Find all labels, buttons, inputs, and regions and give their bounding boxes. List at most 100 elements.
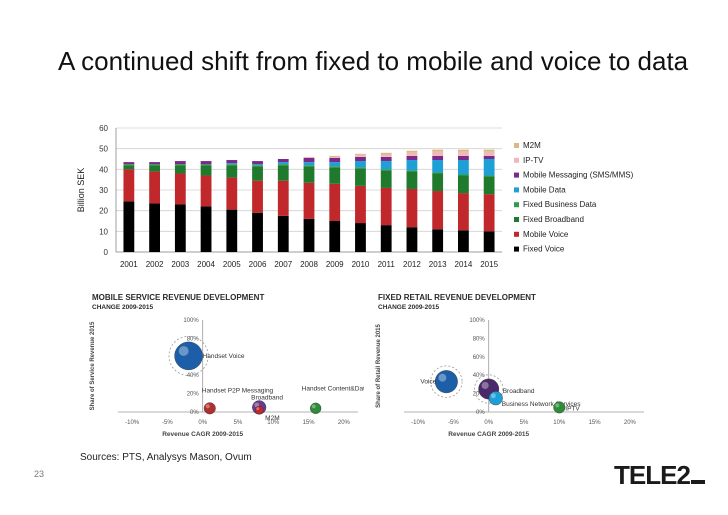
bar-segment bbox=[329, 162, 341, 167]
bar-segment bbox=[226, 165, 238, 178]
x-tick-label: -5% bbox=[162, 420, 173, 426]
legend-entry: M2M bbox=[523, 141, 541, 150]
bubble-chart-title: MOBILE SERVICE REVENUE DEVELOPMENT bbox=[92, 293, 264, 302]
bar-segment bbox=[483, 175, 495, 177]
bar-segment bbox=[432, 155, 444, 161]
x-tick-label: 2003 bbox=[171, 260, 189, 269]
bar-segment bbox=[432, 191, 444, 230]
bar-segment bbox=[329, 157, 341, 163]
bar-segment bbox=[303, 157, 315, 163]
bar-segment bbox=[149, 203, 161, 252]
bar-segment bbox=[303, 218, 315, 252]
bar-segment bbox=[380, 169, 392, 171]
bar-segment bbox=[355, 185, 366, 224]
bar-segment bbox=[457, 193, 469, 231]
bar-segment bbox=[457, 174, 469, 176]
legend-entry: Mobile Messaging (SMS/MMS) bbox=[523, 171, 634, 180]
bar-segment bbox=[123, 169, 135, 202]
x-tick-label: -5% bbox=[448, 420, 459, 426]
x-tick-label: 20% bbox=[624, 420, 637, 426]
x-tick-label: 0% bbox=[484, 420, 493, 426]
legend-swatch bbox=[514, 231, 519, 237]
y-tick-label: 30 bbox=[99, 186, 108, 195]
bar-segment bbox=[355, 168, 366, 186]
bar-segment bbox=[226, 209, 238, 252]
y-tick-label: 100% bbox=[469, 318, 485, 324]
bar-segment bbox=[123, 164, 135, 166]
legend-swatch bbox=[514, 217, 519, 222]
bubble-label: IPTV bbox=[565, 405, 580, 412]
x-tick-label: 2010 bbox=[352, 260, 370, 269]
bar-segment bbox=[406, 171, 418, 189]
bar-segment bbox=[483, 151, 495, 156]
bar-segment bbox=[355, 161, 366, 168]
bubble-highlight bbox=[481, 381, 489, 389]
bar-segment bbox=[329, 183, 341, 221]
bubble bbox=[553, 401, 566, 414]
bar-segment bbox=[457, 175, 469, 194]
bar-segment bbox=[200, 164, 212, 166]
bubble-label: Voice bbox=[420, 379, 436, 386]
legend-entry: Fixed Voice bbox=[523, 245, 565, 254]
bubble-highlight bbox=[311, 404, 316, 409]
bar-segment bbox=[226, 177, 238, 210]
bar-segment bbox=[380, 225, 392, 252]
bar-segment bbox=[174, 161, 186, 165]
bar-segment bbox=[149, 171, 161, 204]
x-tick-label: 5% bbox=[234, 420, 243, 426]
x-tick-label: 2011 bbox=[378, 260, 396, 269]
x-tick-label: 5% bbox=[520, 420, 529, 426]
x-tick-label: 15% bbox=[303, 420, 316, 426]
x-tick-label: 10% bbox=[553, 420, 566, 426]
x-tick-label: -10% bbox=[125, 420, 140, 426]
legend-swatch bbox=[514, 246, 519, 252]
y-tick-label: 20% bbox=[473, 392, 486, 398]
bar-segment bbox=[355, 156, 366, 162]
bubble bbox=[310, 402, 322, 414]
bar-segment bbox=[406, 188, 418, 228]
bar-segment bbox=[406, 152, 418, 156]
legend-entry: Fixed Business Data bbox=[523, 200, 597, 209]
bar-segment bbox=[432, 149, 444, 152]
bar-segment bbox=[380, 161, 392, 170]
bar-segment bbox=[252, 164, 263, 166]
bar-segment bbox=[303, 166, 315, 183]
bar-segment bbox=[226, 163, 238, 165]
bar-segment bbox=[277, 180, 289, 216]
y-axis-label: Share of Retail Revenue 2015 bbox=[376, 323, 382, 407]
x-tick-label: 0% bbox=[198, 420, 207, 426]
bar-segment bbox=[355, 154, 366, 157]
bubble-label: Handset Content&Data bbox=[302, 385, 364, 392]
x-tick-label: 10% bbox=[267, 420, 280, 426]
bubble bbox=[254, 405, 264, 415]
y-tick-label: 60 bbox=[99, 124, 108, 133]
stacked-revenue-chart: 0 10 20 30 40 50 60 Billion SEK 2001 2002 2003 2004… bbox=[76, 124, 634, 269]
x-tick-label: -10% bbox=[411, 420, 426, 426]
bar-segment bbox=[406, 150, 418, 153]
bar-segment bbox=[303, 165, 315, 167]
bar-segment bbox=[329, 221, 341, 252]
bar-segment bbox=[380, 154, 392, 157]
bubble-highlight bbox=[178, 346, 189, 356]
bubble-label: Business Network Services bbox=[502, 401, 581, 408]
y-tick-label: 20% bbox=[187, 392, 200, 398]
x-tick-label: 2008 bbox=[300, 260, 318, 269]
y-tick-label: 20 bbox=[99, 207, 108, 216]
bar-segment bbox=[174, 165, 186, 174]
y-tick-label: 100% bbox=[183, 318, 199, 324]
y-tick-label: 40% bbox=[187, 373, 200, 379]
y-axis-label: Billion SEK bbox=[76, 168, 86, 213]
bar-segment bbox=[329, 156, 341, 158]
bubble-highlight bbox=[205, 404, 210, 409]
bar-segment bbox=[226, 160, 238, 164]
bar-segment bbox=[483, 155, 495, 159]
x-tick-label: 2006 bbox=[249, 260, 267, 269]
x-tick-label: 2002 bbox=[146, 260, 164, 269]
bubble-label: Handset P2P Messaging bbox=[202, 387, 274, 394]
y-tick-label: 0 bbox=[104, 248, 109, 257]
bar-segment bbox=[200, 206, 212, 252]
bar-segment bbox=[432, 172, 444, 174]
bubble bbox=[174, 341, 203, 371]
bar-segment bbox=[329, 167, 341, 184]
bar-segment bbox=[457, 149, 469, 152]
